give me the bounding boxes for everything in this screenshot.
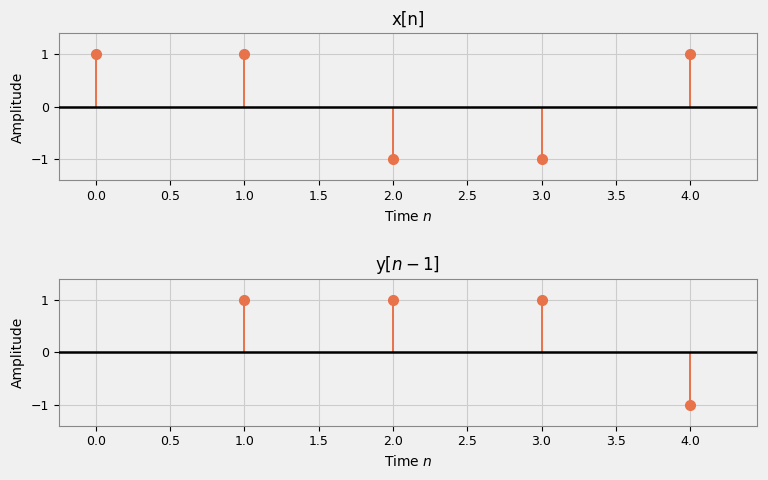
Y-axis label: Amplitude: Amplitude [11,72,25,143]
X-axis label: Time $n$: Time $n$ [383,454,432,469]
X-axis label: Time $n$: Time $n$ [383,209,432,224]
Title: x[n]: x[n] [391,11,425,29]
Y-axis label: Amplitude: Amplitude [11,316,25,388]
Title: y[$n-1$]: y[$n-1$] [376,254,440,276]
